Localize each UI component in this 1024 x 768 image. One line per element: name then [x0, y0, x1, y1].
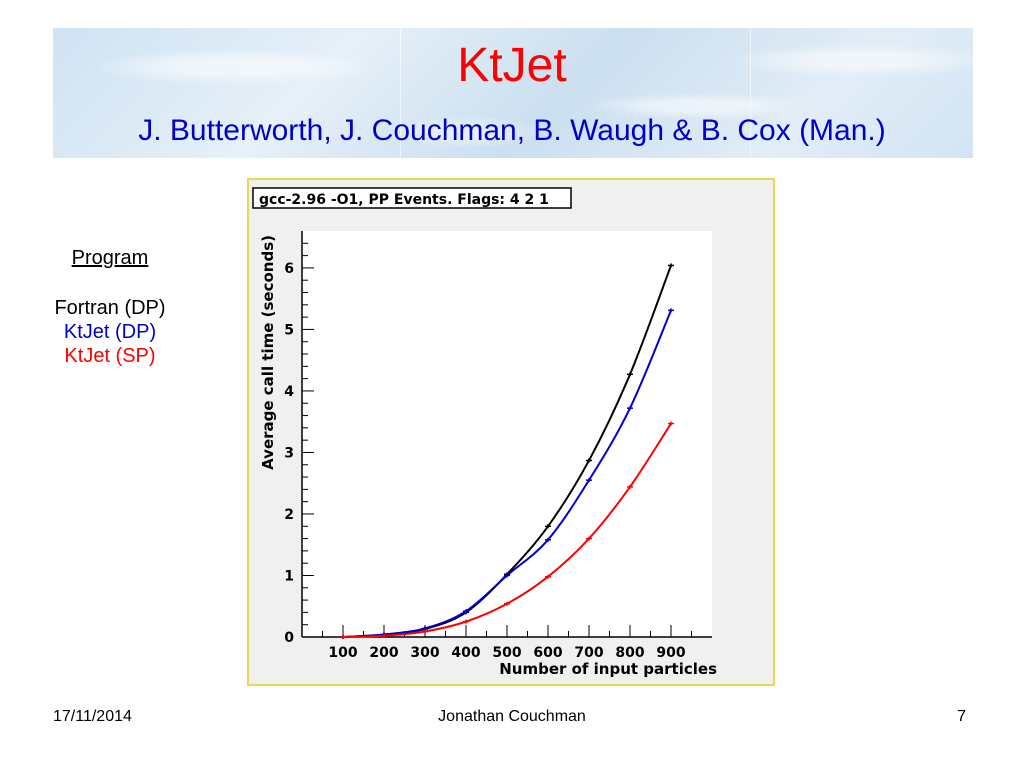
- chart-frame: gcc-2.96 -O1, PP Events. Flags: 4 2 1 10…: [247, 178, 775, 686]
- series-layer: [340, 263, 674, 639]
- x-tick-label: 900: [656, 645, 685, 661]
- data-point-2: [340, 635, 346, 639]
- series-line-1: [342, 309, 672, 638]
- data-point-2: [668, 421, 674, 426]
- x-tick-label: 400: [451, 645, 480, 661]
- page-number: 7: [957, 708, 966, 725]
- data-point-1: [504, 573, 510, 578]
- legend-item-fortran-dp: Fortran (DP): [54, 297, 166, 319]
- header-banner: [53, 28, 973, 158]
- data-point-2: [586, 536, 592, 541]
- data-point-0: [668, 263, 674, 268]
- data-point-2: [381, 633, 387, 638]
- y-tick-label: 4: [284, 384, 294, 400]
- slide-title: KtJet: [457, 39, 567, 92]
- data-point-1: [586, 478, 592, 483]
- plot-area: [302, 231, 712, 637]
- data-point-2: [545, 574, 551, 579]
- legend-heading: Program: [71, 247, 149, 269]
- data-point-2: [463, 619, 469, 624]
- data-point-2: [627, 484, 633, 489]
- x-tick-label: 200: [369, 645, 398, 661]
- data-point-0: [627, 372, 633, 377]
- x-tick-label: 500: [492, 645, 521, 661]
- legend-item-ktjet-dp: KtJet (DP): [63, 321, 157, 343]
- data-point-0: [545, 524, 551, 529]
- y-axis-label: Average call time (seconds): [259, 235, 277, 470]
- legend-item-ktjet-sp: KtJet (SP): [64, 345, 156, 367]
- call-time-chart: gcc-2.96 -O1, PP Events. Flags: 4 2 1 10…: [252, 187, 717, 678]
- x-tick-label: 800: [615, 645, 644, 661]
- y-tick-label: 1: [284, 568, 294, 584]
- chart-title-box: [252, 187, 572, 209]
- y-tick-label: 2: [284, 507, 294, 523]
- data-point-1: [627, 406, 633, 411]
- data-point-1: [545, 537, 551, 542]
- footer-author: Jonathan Couchman: [438, 708, 586, 725]
- y-tick-label: 0: [284, 630, 294, 646]
- chart-title: gcc-2.96 -O1, PP Events. Flags: 4 2 1: [259, 192, 549, 208]
- y-tick-label: 5: [284, 322, 294, 338]
- data-point-2: [504, 601, 510, 606]
- slide-subtitle: J. Butterworth, J. Couchman, B. Waugh & …: [138, 114, 886, 147]
- y-tick-label: 3: [284, 445, 294, 461]
- data-point-0: [586, 458, 592, 463]
- banner-seam: [400, 28, 401, 158]
- data-point-1: [463, 609, 469, 614]
- x-tick-label: 700: [574, 645, 603, 661]
- x-tick-label: 300: [410, 645, 439, 661]
- banner-seam: [750, 28, 751, 158]
- program-legend: Program Fortran (DP) KtJet (DP) KtJet (S…: [30, 246, 190, 368]
- data-point-2: [422, 629, 428, 634]
- x-axis-label: Number of input particles: [499, 660, 717, 678]
- y-tick-label: 6: [284, 261, 294, 277]
- x-tick-label: 100: [328, 645, 357, 661]
- x-tick-label: 600: [533, 645, 562, 661]
- footer-date: 17/11/2014: [53, 708, 132, 725]
- data-point-1: [668, 308, 674, 313]
